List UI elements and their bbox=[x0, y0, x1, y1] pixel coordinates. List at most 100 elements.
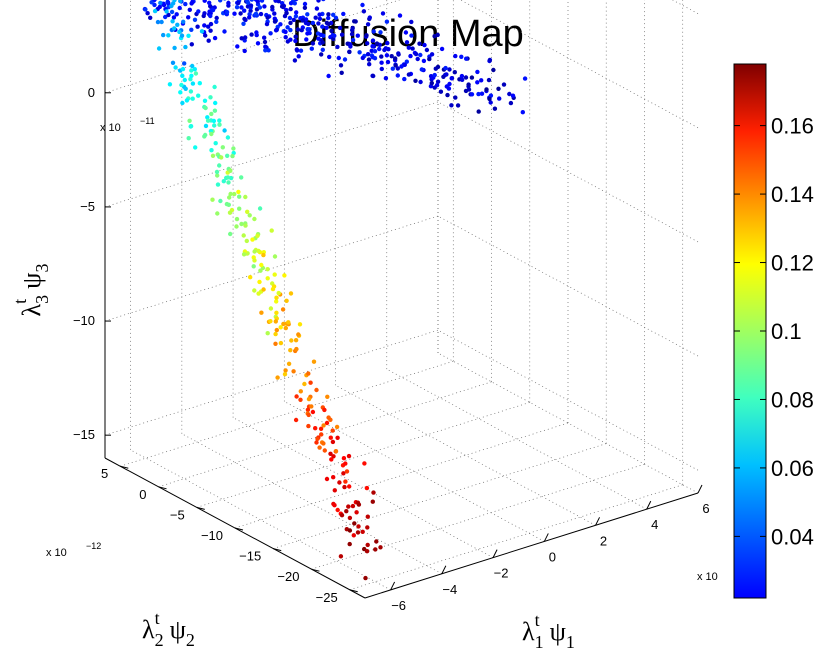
scatter-point bbox=[434, 83, 440, 88]
scatter-point bbox=[283, 29, 288, 35]
scatter-point bbox=[189, 68, 194, 73]
scatter-point bbox=[352, 521, 357, 526]
scatter-point bbox=[341, 11, 346, 17]
scatter-point bbox=[231, 146, 236, 151]
z-label-psi-sub: 3 bbox=[32, 264, 52, 273]
scatter-point bbox=[334, 424, 340, 430]
scatter-point bbox=[190, 0, 195, 5]
scatter-point bbox=[371, 490, 376, 495]
scatter-point bbox=[263, 48, 268, 53]
scatter-point bbox=[182, 77, 187, 83]
scatter-point bbox=[318, 32, 324, 37]
scatter-point bbox=[288, 37, 293, 42]
scatter-point bbox=[263, 44, 268, 49]
scatter-point bbox=[424, 47, 430, 53]
x-axis-line bbox=[364, 492, 699, 599]
scatter-point bbox=[347, 515, 353, 521]
scatter-point bbox=[361, 9, 367, 14]
scatter-point bbox=[214, 169, 220, 175]
scatter-point bbox=[374, 41, 380, 46]
scatter-point bbox=[178, 0, 183, 4]
y-tick-label: −25 bbox=[316, 590, 338, 605]
scatter-point bbox=[385, 59, 391, 65]
scatter-point bbox=[432, 72, 437, 78]
scatter-point bbox=[350, 503, 356, 509]
scatter-point bbox=[335, 435, 340, 440]
scatter-point bbox=[202, 11, 207, 16]
scatter-point bbox=[294, 48, 300, 53]
scatter-point bbox=[367, 15, 372, 20]
scatter-point bbox=[395, 66, 400, 71]
scatter-point bbox=[222, 29, 227, 34]
scatter-point bbox=[384, 19, 390, 24]
scatter-point bbox=[408, 53, 413, 59]
scatter-point bbox=[357, 50, 362, 55]
scatter-point bbox=[208, 28, 213, 33]
scatter-point bbox=[316, 21, 321, 26]
scatter-point bbox=[449, 76, 454, 81]
scatter-point bbox=[252, 288, 257, 293]
scatter-point bbox=[316, 36, 321, 41]
scatter-point bbox=[219, 155, 224, 160]
scatter-point bbox=[181, 19, 186, 24]
scatter-point bbox=[410, 46, 415, 51]
scatter-point bbox=[276, 290, 281, 296]
scatter-point bbox=[208, 3, 213, 9]
scatter-point bbox=[292, 58, 298, 63]
scatter-point bbox=[427, 56, 432, 62]
scatter-point bbox=[268, 319, 273, 324]
scatter-point bbox=[253, 11, 259, 16]
scatter-point bbox=[379, 54, 384, 59]
scatter-point bbox=[274, 310, 279, 315]
scatter-point bbox=[406, 45, 411, 50]
scatter-point bbox=[159, 19, 164, 25]
scatter-point bbox=[337, 25, 343, 31]
z-axis-label: λ3tψ3 bbox=[10, 264, 52, 317]
scatter-point bbox=[330, 428, 335, 433]
scatter-point bbox=[366, 57, 372, 62]
scatter-point bbox=[172, 45, 177, 51]
scatter-point bbox=[273, 341, 278, 346]
scatter-point bbox=[210, 197, 215, 202]
scatter-point bbox=[244, 0, 250, 3]
scatter-point bbox=[274, 299, 279, 304]
scatter-point bbox=[239, 36, 244, 41]
scatter-point bbox=[324, 420, 330, 426]
scatter-point bbox=[413, 78, 418, 84]
scatter-point bbox=[206, 38, 211, 43]
scatter-point bbox=[266, 48, 271, 53]
scatter-point bbox=[182, 61, 187, 66]
scatter-point bbox=[208, 21, 214, 27]
scatter-point bbox=[257, 279, 262, 285]
scatter-point bbox=[418, 52, 423, 58]
scatter-point bbox=[249, 32, 254, 37]
colorbar-ticks: 0.16 0.14 0.12 0.1 0.08 0.06 0.04 bbox=[734, 114, 814, 549]
scatter-point bbox=[180, 66, 186, 72]
scatter-point bbox=[282, 273, 287, 278]
scatter-point bbox=[341, 456, 347, 461]
scatter-point bbox=[228, 231, 233, 237]
scatter-point bbox=[374, 539, 379, 544]
scatter-point bbox=[332, 33, 337, 38]
scatter-point bbox=[484, 87, 489, 92]
y-tick-label: −10 bbox=[201, 528, 223, 543]
scatter-point bbox=[328, 451, 333, 456]
scatter-point bbox=[298, 397, 303, 402]
x-tick-label: −6 bbox=[391, 598, 406, 613]
scatter-point bbox=[343, 479, 348, 484]
scatter-point bbox=[161, 1, 166, 6]
x-tick-label: 6 bbox=[702, 501, 709, 516]
grid-line bbox=[335, 384, 596, 526]
scatter-point bbox=[170, 60, 176, 65]
scatter-point bbox=[288, 1, 294, 6]
scatter-point bbox=[255, 0, 260, 4]
scatter-point bbox=[258, 268, 263, 273]
scatter-point bbox=[237, 206, 242, 211]
scatter-point bbox=[335, 507, 340, 513]
scatter-point bbox=[460, 77, 465, 83]
scatter-point bbox=[378, 30, 383, 35]
scatter-point bbox=[370, 499, 375, 504]
y-tick-mark bbox=[158, 486, 167, 490]
scatter-point bbox=[193, 145, 198, 150]
